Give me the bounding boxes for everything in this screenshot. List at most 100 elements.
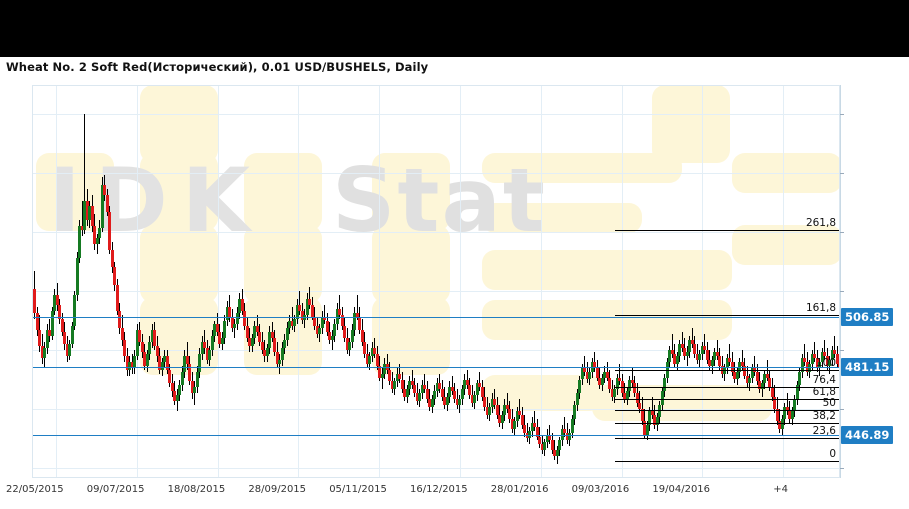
fibonacci-line (615, 410, 840, 411)
candle-body-bearish (108, 212, 111, 250)
gridline-vertical (622, 85, 623, 478)
candle-body-bearish (138, 330, 141, 343)
candle-body-bearish (121, 328, 124, 341)
candle-wick (467, 369, 468, 390)
y-axis[interactable]: 610580550520490460430 (840, 85, 909, 478)
candle-body-bullish (613, 389, 616, 398)
candle-body-bearish (586, 371, 589, 380)
candle-body-bullish (568, 432, 571, 441)
candle-body-bearish (168, 369, 171, 384)
candle-body-bearish (103, 184, 106, 195)
candle-body-bearish (86, 200, 89, 221)
candle-wick (82, 200, 83, 236)
candle-wick (704, 334, 705, 354)
candle-body-bearish (271, 332, 274, 339)
candle-body-bullish (713, 351, 716, 360)
gridline-horizontal (32, 173, 840, 174)
candle-body-bearish (716, 351, 719, 356)
candle-body-bearish (806, 361, 809, 372)
candle-body-bearish (426, 389, 429, 400)
candle-body-bearish (673, 353, 676, 364)
candle-wick (594, 351, 595, 372)
candle-wick (687, 346, 688, 366)
watermark-block (482, 153, 682, 183)
candle-body-bearish (481, 387, 484, 398)
candle-body-bearish (753, 367, 756, 372)
candle-body-bearish (328, 332, 331, 341)
candle-body-bullish (396, 373, 399, 382)
candle-body-bearish (563, 428, 566, 433)
candle-body-bullish (588, 371, 591, 380)
candle-body-bearish (696, 353, 699, 360)
candle-body-bearish (313, 316, 316, 327)
candle-body-bullish (253, 326, 256, 339)
x-axis[interactable]: 22/05/2015 09/07/2015 18/08/2015 28/09/2015… (0, 484, 909, 504)
price-badge[interactable]: 506.85 (841, 308, 894, 326)
candle-body-bullish (581, 367, 584, 380)
candle-body-bearish (363, 342, 366, 354)
price-level-line (32, 317, 840, 318)
gridline-vertical (702, 85, 703, 478)
candle-body-bullish (558, 440, 561, 451)
price-chart-plot-area[interactable]: IDK Stat (32, 85, 840, 478)
x-axis-tick-label: 09/07/2015 (86, 484, 145, 495)
candle-body-bullish (213, 324, 216, 337)
candle-body-bearish (618, 377, 621, 382)
candle-wick (382, 367, 383, 390)
candle-body-bearish (373, 348, 376, 354)
candle-body-bullish (83, 200, 86, 231)
candle-body-bearish (773, 397, 776, 409)
candle-body-bearish (453, 391, 456, 400)
candle-body-bullish (666, 361, 669, 378)
candle-body-bearish (508, 409, 511, 419)
candle-body-bullish (448, 387, 451, 398)
candle-body-bearish (323, 316, 326, 321)
candle-body-bearish (156, 346, 159, 356)
candle-body-bearish (826, 355, 829, 366)
candle-body-bearish (631, 379, 634, 384)
candle-body-bearish (416, 393, 419, 402)
x-axis-tick-label: 28/01/2016 (490, 484, 549, 495)
price-badge[interactable]: 481.15 (841, 358, 894, 376)
y-axis-tick-mark (840, 232, 844, 233)
candle-body-bullish (801, 357, 804, 372)
x-axis-tick-label: 09/03/2016 (571, 484, 630, 495)
candle-wick (824, 340, 825, 360)
candle-body-bullish (578, 379, 581, 394)
y-axis-tick-mark (840, 114, 844, 115)
candle-body-bearish (741, 361, 744, 366)
candle-body-bullish (336, 308, 339, 325)
candle-body-bearish (341, 314, 344, 327)
candle-wick (692, 328, 693, 349)
candle-body-bullish (266, 348, 269, 356)
candle-body-bullish (513, 420, 516, 429)
candle-wick (339, 294, 340, 319)
candle-body-bullish (178, 385, 181, 396)
candle-body-bearish (833, 350, 836, 354)
candle-body-bearish (386, 363, 389, 370)
price-badge[interactable]: 446.89 (841, 426, 894, 444)
candle-wick (619, 363, 620, 386)
candle-body-bearish (231, 316, 234, 329)
candle-body-bearish (428, 399, 431, 408)
candle-body-bearish (63, 332, 66, 345)
candle-body-bearish (338, 308, 341, 315)
candle-body-bullish (133, 355, 136, 368)
candle-body-bullish (626, 391, 629, 400)
candle-body-bearish (106, 194, 109, 213)
candle-body-bullish (128, 361, 131, 370)
candle-wick (324, 304, 325, 325)
candle-body-bearish (171, 383, 174, 392)
candle-body-bullish (503, 405, 506, 415)
fibonacci-level-label: 261,8 (805, 217, 836, 229)
candle-wick (309, 287, 310, 309)
candle-wick (564, 416, 565, 437)
candle-body-bullish (53, 294, 56, 311)
candle-body-bearish (638, 403, 641, 409)
candle-body-bearish (611, 389, 614, 398)
candle-body-bearish (36, 312, 39, 331)
candle-body-bearish (166, 355, 169, 370)
candle-body-bearish (216, 324, 219, 333)
candle-body-bearish (536, 426, 539, 437)
candle-body-bearish (61, 318, 64, 333)
